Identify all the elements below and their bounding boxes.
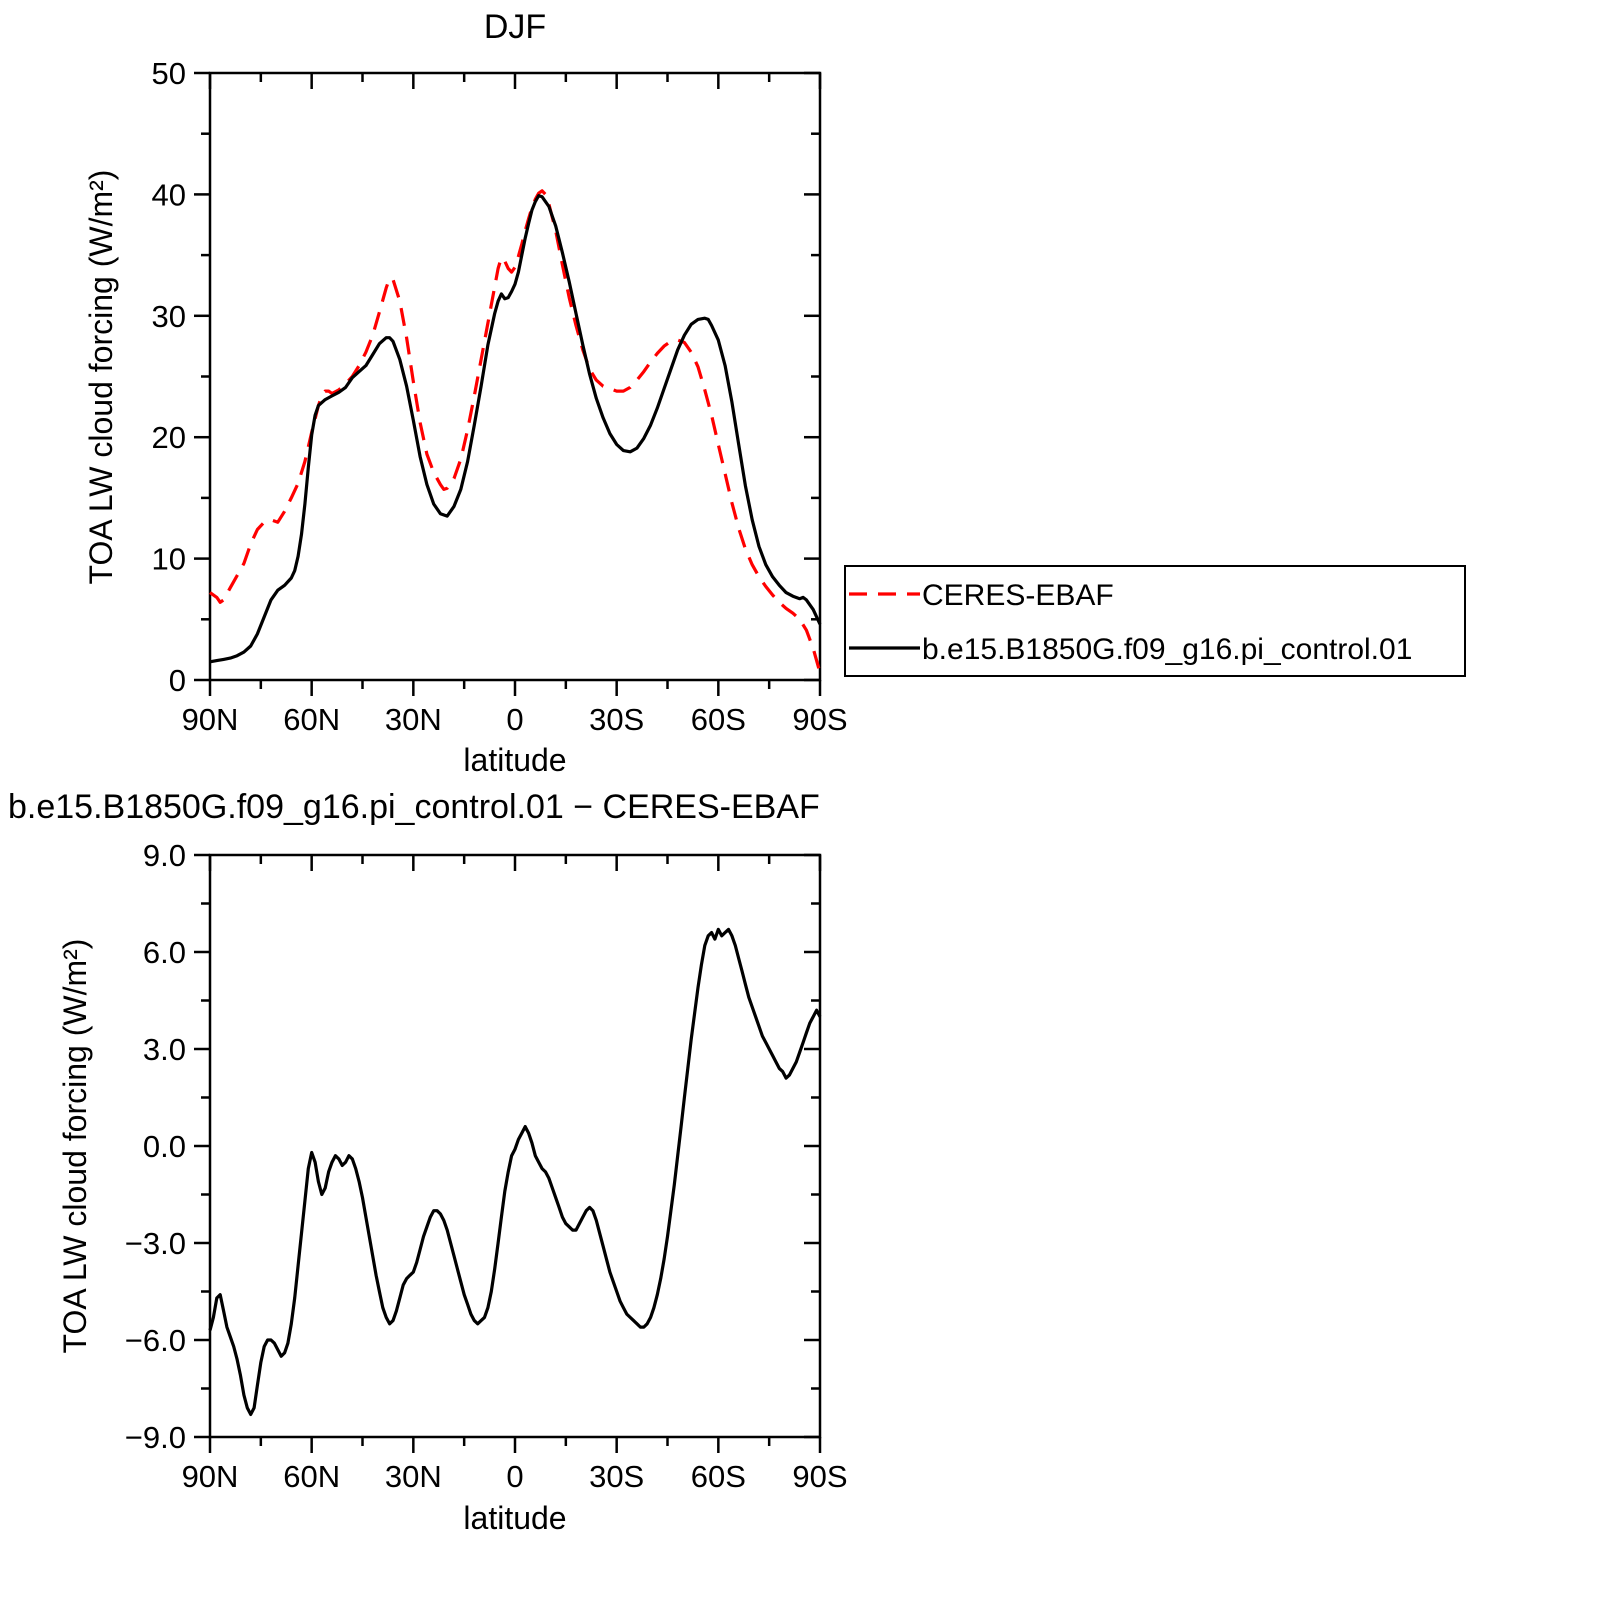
bottom-xaxis-label: latitude [463,1500,566,1536]
top-chart-title: DJF [484,8,546,46]
series-line-0 [208,927,822,1416]
x-tick-label: 60N [283,1459,340,1494]
top-chart-plot-area: 90N 60N 30N 0 30S 60S 90S 0 10 20 30 40 50 [152,56,848,737]
bottom-chart-plot-area: 90N 60N 30N 0 30S 60S 90S 9.0 6.0 3.0 0.0 −3.0 −6.0 −… [125,838,848,1494]
top-yaxis-label: TOA LW cloud forcing (W/m²) [83,170,119,585]
x-tick-label: 90S [792,1459,847,1494]
series-line-0 [209,189,822,674]
y-tick-label: 6.0 [143,935,186,970]
y-tick-label: 3.0 [143,1032,186,1067]
x-tick-label: 0 [506,702,523,737]
x-tick-label: 60S [691,702,746,737]
legend-label-model: b.e15.B1850G.f09_g16.pi_control.01 [922,633,1412,666]
top-xaxis-label: latitude [463,742,566,778]
y-tick-label: 20 [152,420,186,455]
y-tick-label: 30 [152,299,186,334]
legend-box [844,565,1466,677]
y-tick-label: 9.0 [143,838,186,873]
x-tick-label: 90S [792,702,847,737]
x-tick-label: 0 [506,1459,523,1494]
y-tick-label: −3.0 [125,1226,186,1261]
x-tick-label: 90N [182,1459,239,1494]
y-tick-label: 50 [152,56,186,91]
x-tick-label: 30N [385,1459,442,1494]
x-tick-label: 30S [589,1459,644,1494]
y-tick-label: 10 [152,542,186,577]
x-tick-label: 30S [589,702,644,737]
y-tick-label: 0.0 [143,1129,186,1164]
legend-label-ceres-ebaf: CERES-EBAF [922,579,1114,612]
x-tick-label: 30N [385,702,442,737]
x-tick-label: 90N [182,702,239,737]
x-tick-label: 60S [691,1459,746,1494]
bottom-yaxis-label: TOA LW cloud forcing (W/m²) [57,939,93,1354]
series-line-1 [209,194,822,664]
x-tick-label: 60N [283,702,340,737]
y-tick-label: 0 [169,663,186,698]
y-tick-label: −6.0 [125,1323,186,1358]
y-tick-label: −9.0 [125,1420,186,1455]
y-tick-label: 40 [152,177,186,212]
bottom-chart-title: b.e15.B1850G.f09_g16.pi_control.01 − CER… [8,788,820,826]
legend: CERES-EBAF b.e15.B1850G.f09_g16.pi_contr… [844,565,1466,677]
